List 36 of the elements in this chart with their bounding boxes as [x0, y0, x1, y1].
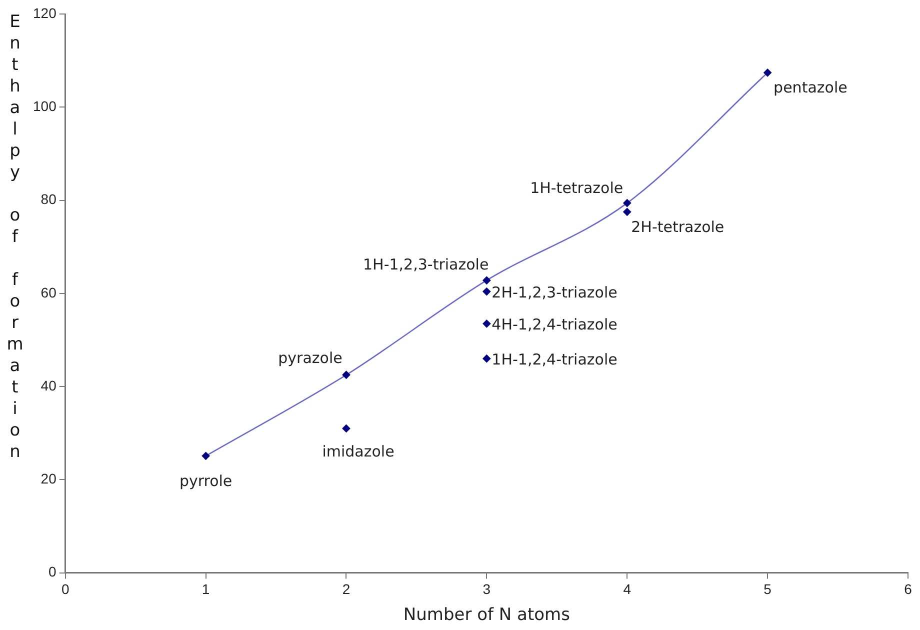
x-tick-label: 6 [904, 581, 912, 598]
x-tick-label: 4 [623, 581, 632, 598]
point [482, 288, 491, 296]
y-tick-label: 120 [33, 4, 57, 21]
annotation: 4H-1,2,4-triazole [492, 316, 618, 334]
annotation: 2H-tetrazole [631, 218, 724, 236]
annotation: 1H-tetrazole [530, 178, 624, 197]
y-tick-label: 60 [40, 284, 57, 300]
point [202, 452, 210, 460]
x-tick-label: 1 [202, 581, 210, 598]
annotation: imidazole [322, 442, 394, 460]
y-tick-label: 100 [33, 98, 57, 114]
x-axis-title: Number of N atoms [403, 605, 570, 626]
x-tick-label: 0 [61, 581, 70, 598]
annotation: pyrazole [278, 348, 342, 367]
point [623, 199, 632, 208]
point [482, 276, 491, 284]
point [623, 208, 632, 216]
y-tick-label: 20 [40, 470, 57, 487]
x-tick-label: 2 [342, 581, 350, 598]
annotation: 1H-1,2,3-triazole [363, 255, 489, 274]
point [342, 424, 350, 432]
y-tick-label: 80 [40, 191, 57, 208]
point [482, 320, 491, 328]
point [482, 354, 491, 363]
annotation: 1H-1,2,4-triazole [492, 350, 618, 368]
x-tick-label: 3 [482, 581, 491, 598]
x-tick-label: 5 [764, 581, 772, 598]
point [342, 370, 350, 379]
point [764, 68, 772, 77]
y-tick-label: 40 [40, 377, 57, 394]
y-axis-title: Enthalpy of formation [5, 12, 25, 464]
annotation: pentazole [774, 78, 848, 97]
annotation: 2H-1,2,3-triazole [492, 283, 618, 302]
annotation: pyrrole [179, 472, 232, 490]
y-tick-label: 0 [48, 564, 57, 580]
